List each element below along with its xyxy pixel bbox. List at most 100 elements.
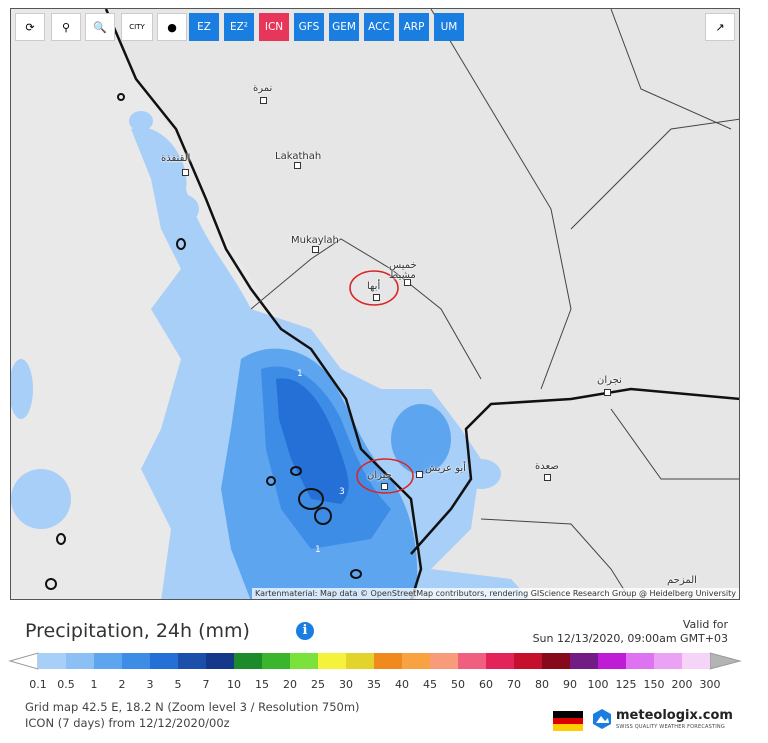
model-button[interactable]: ARP [399, 13, 429, 41]
model-button[interactable]: GEM [329, 13, 359, 41]
scale-label: 30 [339, 678, 353, 691]
place-label: أبو عريش [425, 463, 466, 474]
valid-time: Sun 12/13/2020, 09:00am GMT+03 [532, 632, 728, 645]
scale-label: 20 [283, 678, 297, 691]
place-marker [416, 471, 423, 478]
scale-cell [654, 653, 682, 669]
scale-label: 0.5 [57, 678, 75, 691]
map-canvas [11, 9, 739, 599]
scale-label: 15 [255, 678, 269, 691]
place-marker [294, 162, 301, 169]
valid-label: Valid for [682, 618, 728, 631]
scale-cell [626, 653, 654, 669]
flag [553, 711, 583, 731]
scale-cell [178, 653, 206, 669]
scale-label: 0.1 [29, 678, 47, 691]
model-button[interactable]: ACC [364, 13, 394, 41]
city-button[interactable]: CITY [121, 13, 153, 41]
scale-label: 100 [587, 678, 609, 691]
scale-label: 45 [423, 678, 437, 691]
legend-title: Precipitation, 24h (mm) [25, 620, 250, 642]
place-label: Mukaylah [291, 235, 339, 246]
model-button[interactable]: GFS [294, 13, 324, 41]
scale-cell [290, 653, 318, 669]
scale-cell [262, 653, 290, 669]
scale-label: 200 [671, 678, 693, 691]
model-button[interactable]: EZ [189, 13, 219, 41]
scale-cell [682, 653, 710, 669]
scale-label: 1 [90, 678, 98, 691]
contour-label: 3 [339, 487, 345, 497]
place-marker [260, 97, 267, 104]
place-label: نمرة [253, 83, 273, 94]
place-label: جيزان [367, 470, 392, 481]
zoom-button[interactable]: 🔍 [85, 13, 115, 41]
place-marker [381, 483, 388, 490]
scale-arrow-high [709, 652, 742, 670]
grid-info: Grid map 42.5 E, 18.2 N (Zoom level 3 / … [25, 700, 360, 714]
scale-label: 35 [367, 678, 381, 691]
scale-arrow-low [8, 652, 39, 670]
scale-label: 60 [479, 678, 493, 691]
place-marker [604, 389, 611, 396]
scale-cell [38, 653, 66, 669]
scale-cell [430, 653, 458, 669]
scale-label: 80 [535, 678, 549, 691]
scale-label: 50 [451, 678, 465, 691]
logo[interactable]: meteologix.com [616, 708, 733, 723]
place-marker [312, 246, 319, 253]
place-label: نجران [597, 375, 622, 386]
scale-label: 125 [615, 678, 637, 691]
scale-cell [542, 653, 570, 669]
scale-label: 3 [146, 678, 154, 691]
scale-cell [206, 653, 234, 669]
scale-cell [150, 653, 178, 669]
scale-label: 300 [699, 678, 721, 691]
scale-cell [66, 653, 94, 669]
place-label: Lakathah [275, 151, 322, 162]
scale-label: 70 [507, 678, 521, 691]
scale-cell [122, 653, 150, 669]
marker-button[interactable]: ● [157, 13, 187, 41]
scale-cell [458, 653, 486, 669]
model-button[interactable]: EZ² [224, 13, 254, 41]
share-button[interactable]: ↗ [705, 13, 735, 41]
scale-cell [234, 653, 262, 669]
place-marker [182, 169, 189, 176]
color-scale [8, 652, 742, 670]
refresh-button[interactable]: ⟳ [15, 13, 45, 41]
place-marker [404, 279, 411, 286]
scale-cell [374, 653, 402, 669]
scale-cell [514, 653, 542, 669]
place-marker [544, 474, 551, 481]
place-label: صعدة [535, 461, 559, 472]
model-info: ICON (7 days) from 12/12/2020/00z [25, 716, 230, 730]
scale-label: 2 [118, 678, 126, 691]
map-attribution: Kartenmaterial: Map data © OpenStreetMap… [251, 588, 739, 599]
location-button[interactable]: ⚲ [51, 13, 81, 41]
scale-label: 40 [395, 678, 409, 691]
model-button[interactable]: UM [434, 13, 464, 41]
slogan: SWISS QUALITY WEATHER FORECASTING [616, 724, 725, 730]
scale-label: 90 [563, 678, 577, 691]
scale-cell [598, 653, 626, 669]
scale-cell [570, 653, 598, 669]
map[interactable]: ⟳ ⚲ 🔍 CITY ● EZ EZ² ICN GFS GEM ACC ARP UM ↗ نم… [10, 8, 740, 600]
scale-label: 150 [643, 678, 665, 691]
scale-label: 25 [311, 678, 325, 691]
info-button[interactable]: i [296, 622, 314, 640]
scale-cell [94, 653, 122, 669]
place-marker [373, 294, 380, 301]
model-button[interactable]: ICN [259, 13, 289, 41]
place-label: خميس مشيط [389, 260, 417, 281]
contour-label: 1 [297, 369, 303, 379]
place-label: المزحم [667, 575, 697, 586]
scale-cell [486, 653, 514, 669]
scale-cell [318, 653, 346, 669]
logo-icon [593, 709, 611, 729]
scale-cell [402, 653, 430, 669]
scale-label: 5 [174, 678, 182, 691]
scale-cell [346, 653, 374, 669]
place-label: القنفذة [161, 153, 191, 164]
